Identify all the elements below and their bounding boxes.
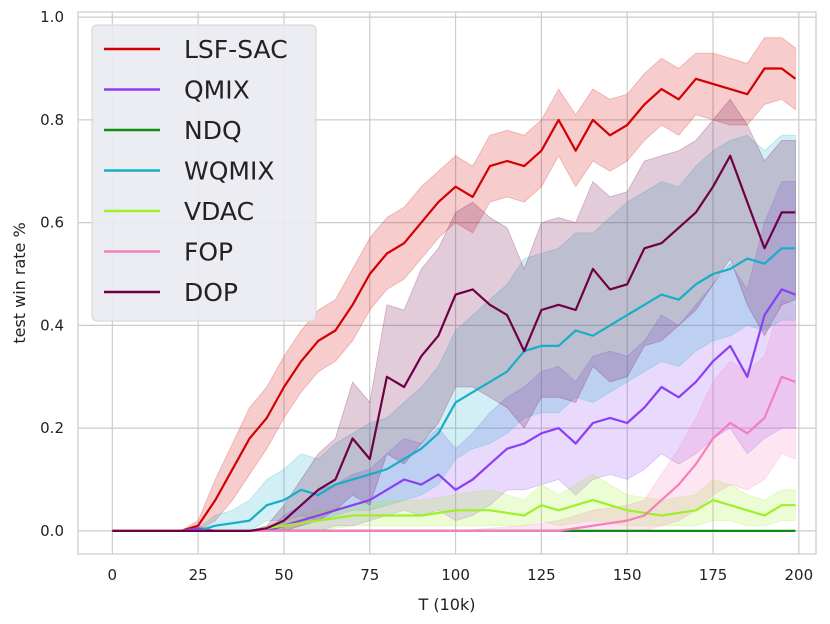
legend-label-vdac: VDAC	[184, 197, 254, 226]
x-tick-label: 25	[189, 566, 208, 584]
band-dop	[112, 98, 796, 532]
x-tick-label: 175	[699, 566, 728, 584]
x-tick-label: 75	[360, 566, 379, 584]
legend-label-fop: FOP	[184, 238, 233, 267]
x-tick-label: 125	[527, 566, 556, 584]
line-lsf-sac	[112, 67, 797, 532]
legend-box	[91, 24, 317, 322]
y-tick-label: 0.4	[40, 316, 64, 334]
y-tick-label: 0.6	[40, 214, 64, 232]
legend-label-lsf-sac: LSF-SAC	[184, 35, 288, 64]
confidence-band-layer	[112, 37, 796, 532]
y-tick-label: 0.8	[40, 111, 64, 129]
legend-label-wqmix: WQMIX	[184, 157, 274, 186]
line-dop	[112, 154, 796, 532]
legend-label-qmix: QMIX	[184, 76, 250, 105]
x-axis-label: T (10k)	[418, 595, 476, 614]
line-vdac	[112, 499, 796, 532]
line-wqmix	[112, 247, 796, 532]
line-fop	[112, 375, 796, 532]
x-tick-label: 200	[785, 566, 814, 584]
y-tick-label: 0.2	[40, 419, 64, 437]
x-tick-label: 0	[108, 566, 118, 584]
legend-label-ndq: NDQ	[184, 116, 242, 145]
legend: LSF-SAC QMIX NDQ WQMIX VDAC FOP DOP	[91, 24, 317, 322]
legend-label-dop: DOP	[184, 278, 238, 307]
x-tick-label: 150	[613, 566, 642, 584]
y-tick-label: 0.0	[40, 522, 64, 540]
y-tick-label: 1.0	[40, 8, 64, 26]
tick-label-layer: 0 25 50 75 100 125 150 175 200 0.0 0.2 0.4 0.6 0.8 1.0	[40, 8, 813, 584]
x-tick-label: 100	[441, 566, 470, 584]
band-qmix	[112, 181, 796, 532]
y-axis-label: test win rate %	[10, 222, 29, 343]
x-tick-label: 50	[274, 566, 293, 584]
series-line-layer	[112, 67, 797, 532]
